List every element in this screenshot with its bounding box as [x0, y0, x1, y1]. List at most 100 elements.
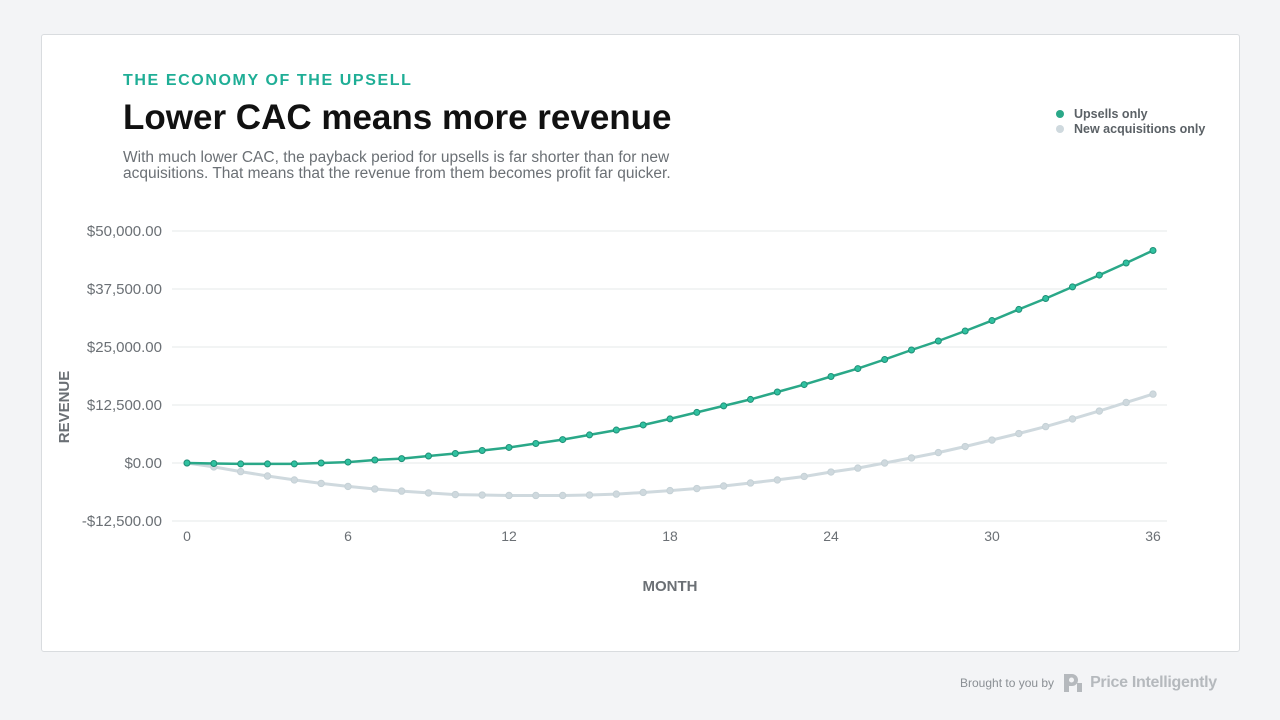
- data-point: [800, 381, 808, 389]
- data-point: [1095, 271, 1103, 279]
- data-point: [827, 468, 835, 476]
- data-point: [1041, 422, 1050, 431]
- series-line-upsells: [186, 249, 1154, 466]
- data-point: [639, 421, 647, 429]
- data-point: [290, 476, 299, 484]
- data-point: [666, 415, 674, 423]
- y-axis-label: REVENUE: [56, 371, 73, 444]
- data-point: [827, 372, 835, 380]
- y-tick-label: $25,000.00: [87, 339, 162, 356]
- chart-title: Lower CAC means more revenue: [123, 98, 672, 137]
- data-point: [397, 487, 406, 495]
- data-point: [880, 459, 889, 467]
- chart-kicker: THE ECONOMY OF THE UPSELL: [123, 72, 413, 89]
- data-point: [344, 482, 352, 491]
- data-point: [1095, 407, 1104, 415]
- data-point: [1122, 259, 1130, 267]
- data-point: [532, 440, 540, 448]
- y-tick-label: $12,500.00: [87, 397, 162, 414]
- data-point: [263, 472, 272, 480]
- legend-label: New acquisitions only: [1074, 121, 1206, 136]
- data-point: [451, 449, 459, 457]
- legend-marker-icon: [1056, 124, 1064, 133]
- data-point: [907, 454, 916, 462]
- chart-card: [41, 34, 1240, 652]
- data-point: [639, 488, 647, 497]
- data-point: [908, 346, 915, 354]
- legend-label: Upsells only: [1074, 106, 1148, 121]
- y-tick-label: $37,500.00: [87, 281, 162, 298]
- data-point: [1068, 415, 1077, 423]
- data-point: [1042, 295, 1050, 303]
- data-point: [746, 479, 755, 487]
- data-point: [371, 456, 379, 464]
- data-point: [237, 460, 245, 468]
- data-point: [478, 446, 486, 454]
- brand-name: Price Intelligently: [1090, 674, 1217, 691]
- data-point: [881, 356, 889, 364]
- series-line-new-acquisitions: [186, 392, 1154, 497]
- data-point: [961, 327, 969, 335]
- x-axis-label: MONTH: [643, 578, 698, 595]
- data-point: [505, 491, 513, 500]
- data-point: [478, 491, 486, 499]
- data-point: [183, 459, 191, 467]
- data-point: [1015, 305, 1023, 313]
- data-point: [1015, 429, 1023, 438]
- data-point: [854, 464, 862, 472]
- data-point: [290, 460, 298, 468]
- data-point: [747, 395, 754, 403]
- data-point: [773, 388, 781, 396]
- data-point: [934, 448, 943, 457]
- data-point: [317, 479, 325, 488]
- data-point: [451, 490, 460, 499]
- data-point: [1069, 283, 1076, 291]
- x-tick-label: 24: [823, 528, 839, 544]
- data-point: [585, 491, 594, 499]
- x-tick-label: 18: [662, 528, 678, 544]
- x-tick-label: 0: [183, 528, 191, 544]
- data-point: [398, 455, 406, 463]
- legend: Upsells only New acquisitions only: [1056, 106, 1205, 136]
- data-point: [210, 459, 218, 467]
- data-point: [693, 484, 701, 493]
- data-point: [559, 436, 567, 444]
- data-point: [693, 408, 701, 416]
- chart-subtitle: With much lower CAC, the payback period …: [123, 149, 671, 182]
- data-point: [612, 490, 621, 498]
- data-point: [988, 317, 996, 325]
- data-point: [425, 452, 432, 460]
- x-tick-label: 6: [344, 528, 352, 544]
- legend-item-upsells[interactable]: Upsells only: [1056, 106, 1205, 121]
- data-point: [719, 482, 728, 490]
- brand-logo[interactable]: Price Intelligently: [1062, 672, 1217, 694]
- data-point: [773, 476, 782, 484]
- data-point: [586, 431, 593, 439]
- data-point: [961, 442, 969, 451]
- footer: Brought to you by Price Intelligently: [960, 672, 1217, 694]
- data-point: [371, 485, 379, 493]
- x-tick-label: 30: [984, 528, 1000, 544]
- legend-marker-icon: [1056, 109, 1064, 118]
- data-point: [264, 460, 271, 468]
- data-point: [800, 472, 808, 481]
- data-point: [988, 436, 996, 444]
- y-tick-label: $0.00: [124, 455, 162, 472]
- data-point: [424, 489, 433, 497]
- price-intelligently-logo-icon: [1064, 674, 1083, 692]
- data-point: [666, 486, 674, 495]
- brought-by-text: Brought to you by: [960, 676, 1055, 690]
- data-point: [934, 337, 942, 345]
- data-point: [317, 459, 325, 467]
- x-tick-label: 36: [1145, 528, 1161, 544]
- data-point: [1149, 390, 1157, 398]
- data-point: [344, 458, 352, 466]
- data-point: [1122, 398, 1130, 407]
- x-tick-label: 12: [501, 528, 517, 544]
- y-tick-label: -$12,500.00: [82, 513, 162, 530]
- data-point: [720, 402, 728, 410]
- data-point: [558, 491, 567, 500]
- legend-item-new-acquisitions[interactable]: New acquisitions only: [1056, 121, 1205, 136]
- data-point: [532, 491, 540, 500]
